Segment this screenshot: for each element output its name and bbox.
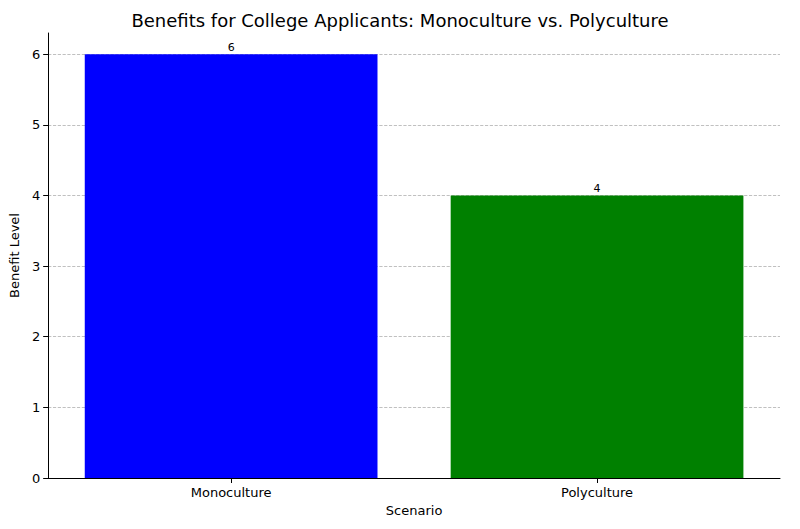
svg-text:6: 6 xyxy=(32,47,40,62)
svg-text:Benefits for College Applicant: Benefits for College Applicants: Monocul… xyxy=(131,10,668,31)
svg-text:4: 4 xyxy=(594,182,601,195)
svg-text:2: 2 xyxy=(32,329,40,344)
svg-text:6: 6 xyxy=(228,41,235,54)
svg-text:Scenario: Scenario xyxy=(386,503,443,518)
svg-text:Polyculture: Polyculture xyxy=(561,485,633,500)
svg-text:4: 4 xyxy=(32,188,40,203)
svg-text:1: 1 xyxy=(32,400,40,415)
svg-text:3: 3 xyxy=(32,259,40,274)
svg-text:Monoculture: Monoculture xyxy=(191,485,272,500)
svg-text:Benefit Level: Benefit Level xyxy=(7,213,22,298)
svg-text:0: 0 xyxy=(32,471,40,486)
svg-text:5: 5 xyxy=(32,117,40,132)
